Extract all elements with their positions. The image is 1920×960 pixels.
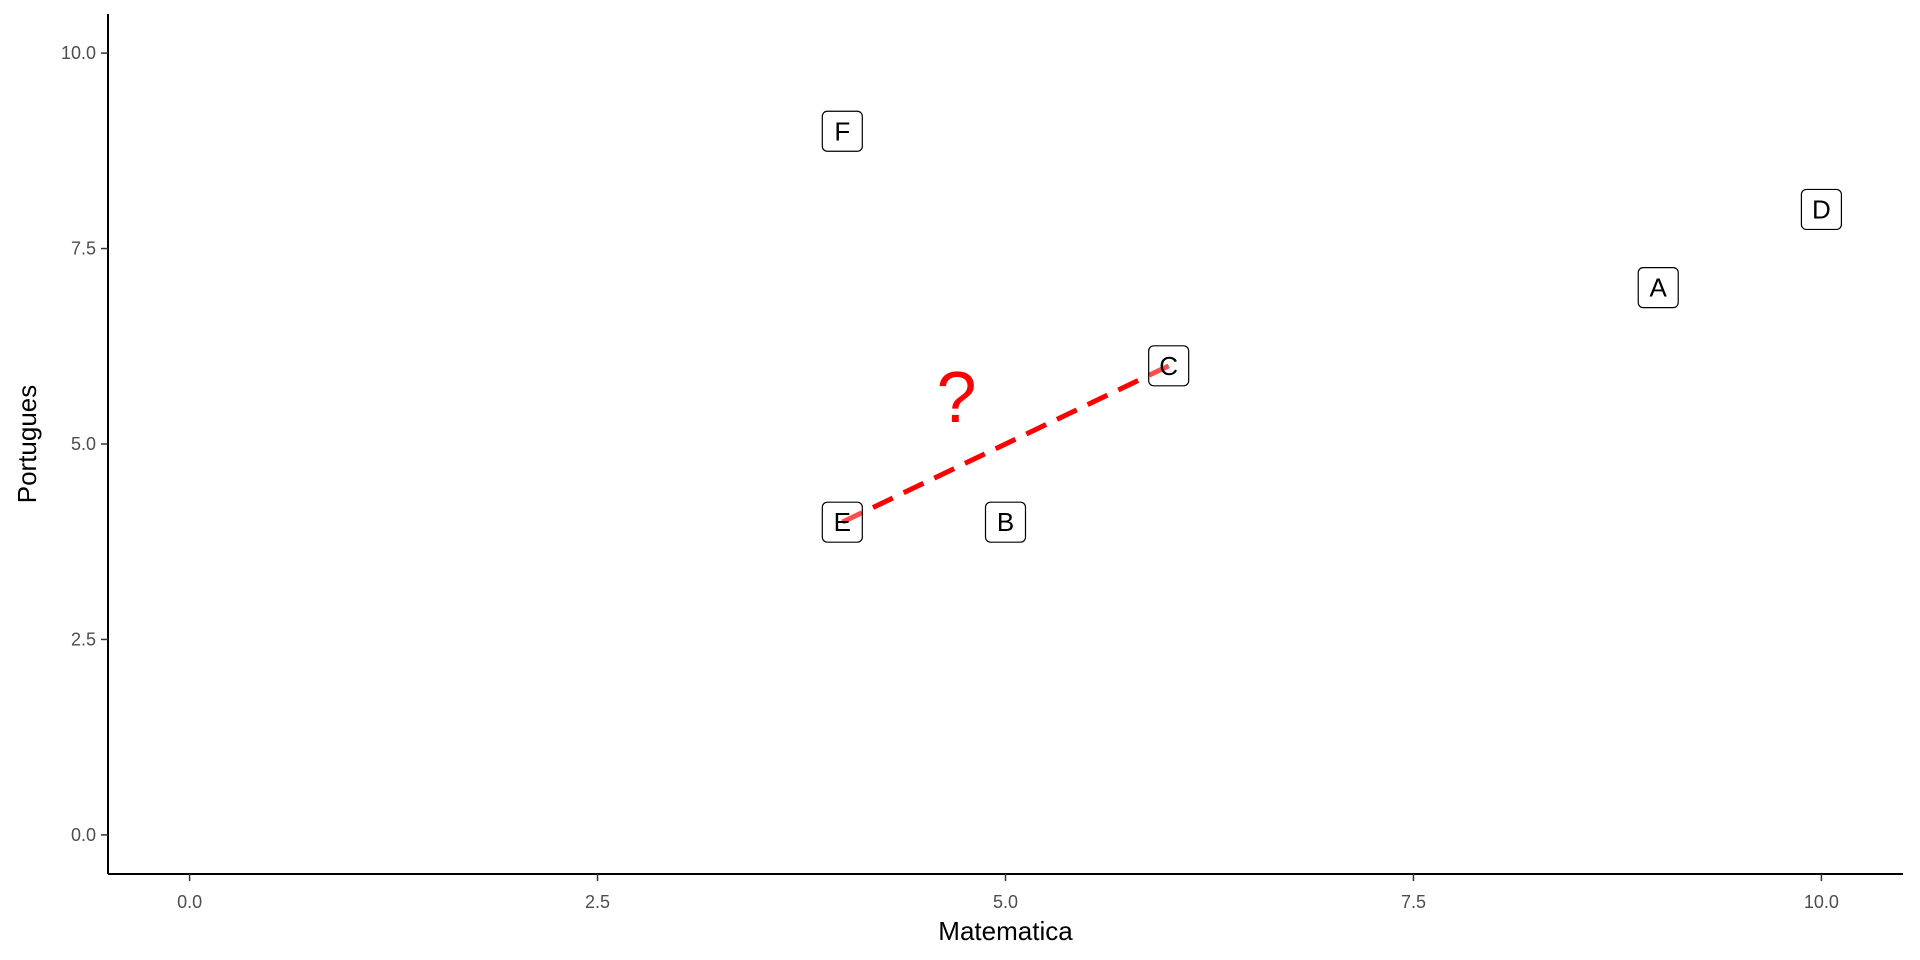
point-label-f: F xyxy=(821,110,863,152)
point-labels: A B C D E F xyxy=(821,110,1843,543)
y-tick-label: 10.0 xyxy=(61,43,96,63)
point-label-text: B xyxy=(997,507,1014,537)
annotations: ? xyxy=(937,358,977,438)
label-box xyxy=(821,501,863,543)
label-box xyxy=(984,501,1027,543)
x-axis-title: Matematica xyxy=(938,916,1073,946)
label-box xyxy=(1637,267,1679,309)
label-box xyxy=(821,110,863,152)
y-tick-label: 0.0 xyxy=(71,825,96,845)
x-tick-label: 5.0 xyxy=(993,892,1018,912)
x-tick-label: 7.5 xyxy=(1401,892,1426,912)
point-label-text: C xyxy=(1159,351,1178,381)
axes: 0.0 2.5 5.0 7.5 10.0 0.0 2.5 5.0 7.5 10.0 xyxy=(61,14,1903,912)
y-tick-label: 7.5 xyxy=(71,239,96,259)
y-axis-title: Portugues xyxy=(12,385,42,504)
label-box xyxy=(1800,188,1843,231)
point-label-text: A xyxy=(1650,273,1668,303)
x-tick-label: 0.0 xyxy=(177,892,202,912)
point-label-text: F xyxy=(834,116,850,146)
x-tick-label: 2.5 xyxy=(585,892,610,912)
point-label-a: A xyxy=(1637,267,1679,309)
y-tick-label: 2.5 xyxy=(71,629,96,649)
point-label-b: B xyxy=(984,501,1027,543)
connector-line xyxy=(841,363,1170,525)
point-label-c: C xyxy=(1148,345,1190,387)
point-label-e: E xyxy=(821,501,863,543)
connector-layer xyxy=(841,363,1170,525)
y-tick-label: 5.0 xyxy=(71,434,96,454)
point-label-d: D xyxy=(1800,188,1843,231)
point-label-text: E xyxy=(834,507,851,537)
x-tick-label: 10.0 xyxy=(1804,892,1839,912)
label-box xyxy=(1148,345,1190,387)
point-label-text: D xyxy=(1812,194,1831,224)
question-mark-annotation: ? xyxy=(937,358,977,438)
